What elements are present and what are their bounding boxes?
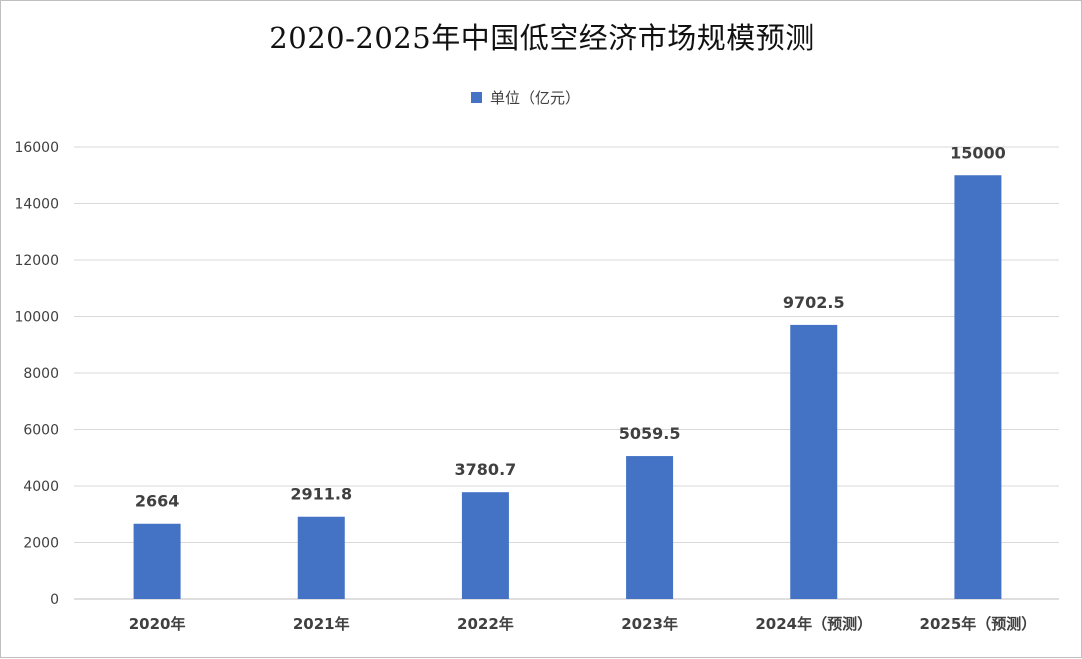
bar-value-label: 9702.5	[783, 293, 845, 312]
x-category-label: 2021年	[293, 615, 350, 633]
bar	[954, 175, 1002, 599]
x-category-label: 2024年（预测）	[755, 615, 872, 633]
bar	[133, 523, 181, 599]
y-tick-label: 6000	[23, 423, 59, 439]
y-tick-label: 12000	[14, 253, 59, 269]
bar	[461, 492, 509, 599]
y-tick-label: 8000	[23, 366, 59, 382]
x-category-label: 2020年	[129, 615, 186, 633]
y-tick-label: 14000	[14, 197, 59, 213]
bar-value-label: 2664	[135, 492, 180, 511]
y-tick-label: 4000	[23, 479, 59, 495]
y-tick-label: 16000	[14, 140, 59, 156]
y-tick-label: 10000	[14, 310, 59, 326]
bar-value-label: 2911.8	[290, 485, 352, 504]
x-category-label: 2023年	[621, 615, 678, 633]
bar	[790, 324, 838, 599]
y-tick-label: 0	[50, 592, 59, 608]
bar	[626, 456, 674, 599]
x-category-label: 2022年	[457, 615, 514, 633]
chart-title: 2020-2025年中国低空经济市场规模预测	[269, 21, 815, 55]
bar-value-label: 3780.7	[455, 460, 517, 479]
bar	[297, 516, 345, 599]
bar-value-label: 15000	[950, 143, 1006, 162]
bar-value-label: 5059.5	[619, 424, 681, 443]
x-category-label: 2025年（预测）	[920, 615, 1037, 633]
chart-legend: 单位（亿元）	[471, 87, 580, 107]
y-tick-label: 2000	[23, 536, 59, 552]
legend-swatch	[471, 91, 482, 103]
legend-label: 单位（亿元）	[490, 88, 581, 107]
